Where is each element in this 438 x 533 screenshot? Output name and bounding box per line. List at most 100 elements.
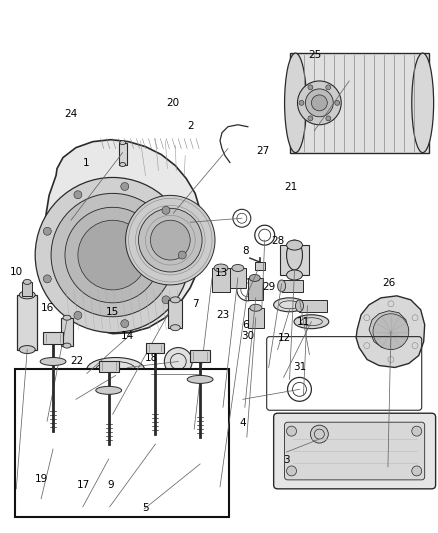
Circle shape <box>150 220 190 260</box>
Ellipse shape <box>40 358 66 366</box>
Text: 25: 25 <box>308 51 321 60</box>
Circle shape <box>78 220 148 290</box>
FancyBboxPatch shape <box>274 413 436 489</box>
Polygon shape <box>356 296 425 367</box>
Ellipse shape <box>87 358 145 382</box>
Circle shape <box>43 275 51 283</box>
Circle shape <box>43 227 51 235</box>
Circle shape <box>311 95 327 111</box>
Polygon shape <box>369 311 409 350</box>
Circle shape <box>305 89 333 117</box>
Circle shape <box>373 314 409 350</box>
Ellipse shape <box>120 141 126 144</box>
Ellipse shape <box>19 345 35 353</box>
Bar <box>17 295 37 350</box>
Circle shape <box>412 426 422 436</box>
Text: 26: 26 <box>382 278 396 288</box>
Ellipse shape <box>286 240 303 270</box>
Circle shape <box>65 207 160 303</box>
Ellipse shape <box>96 386 122 394</box>
Bar <box>61 318 73 345</box>
Ellipse shape <box>285 53 307 152</box>
Polygon shape <box>99 360 119 373</box>
Circle shape <box>121 182 129 190</box>
Polygon shape <box>190 350 210 361</box>
Circle shape <box>308 116 313 121</box>
Text: 16: 16 <box>40 303 54 313</box>
Ellipse shape <box>286 240 303 250</box>
Circle shape <box>121 320 129 328</box>
Circle shape <box>164 348 192 375</box>
Bar <box>300 300 327 312</box>
Ellipse shape <box>170 325 180 330</box>
Ellipse shape <box>274 298 305 312</box>
Circle shape <box>162 296 170 304</box>
Text: 21: 21 <box>284 182 297 192</box>
Circle shape <box>74 311 82 319</box>
FancyBboxPatch shape <box>285 422 425 480</box>
Ellipse shape <box>187 375 213 383</box>
Text: 24: 24 <box>64 109 78 119</box>
Circle shape <box>126 196 215 285</box>
Bar <box>168 300 182 328</box>
Ellipse shape <box>249 274 260 281</box>
Ellipse shape <box>63 343 71 348</box>
Ellipse shape <box>23 279 31 285</box>
Text: 9: 9 <box>107 480 113 490</box>
Circle shape <box>193 369 203 379</box>
Text: 3: 3 <box>283 455 290 465</box>
Text: 4: 4 <box>240 418 246 428</box>
Text: 1: 1 <box>83 158 89 168</box>
Text: 19: 19 <box>35 474 48 483</box>
Bar <box>22 282 32 296</box>
Bar <box>282 280 304 292</box>
Circle shape <box>51 193 174 317</box>
Circle shape <box>308 85 313 90</box>
Text: 23: 23 <box>217 310 230 320</box>
Text: 10: 10 <box>10 267 23 277</box>
Text: 18: 18 <box>145 353 158 362</box>
Text: 30: 30 <box>241 332 254 342</box>
Bar <box>279 245 309 275</box>
Polygon shape <box>45 140 203 334</box>
Ellipse shape <box>286 270 303 280</box>
Circle shape <box>74 191 82 199</box>
Text: 12: 12 <box>278 333 291 343</box>
Circle shape <box>286 426 297 436</box>
Bar <box>248 308 264 328</box>
Text: 2: 2 <box>187 121 194 131</box>
Text: 14: 14 <box>121 332 134 342</box>
Ellipse shape <box>412 53 434 152</box>
Text: 27: 27 <box>256 146 269 156</box>
Circle shape <box>297 81 341 125</box>
Text: 13: 13 <box>215 268 228 278</box>
Ellipse shape <box>294 315 329 329</box>
Circle shape <box>162 206 170 214</box>
Text: 5: 5 <box>142 503 148 513</box>
Ellipse shape <box>63 315 71 320</box>
Text: 6: 6 <box>242 320 248 330</box>
Text: 8: 8 <box>242 246 248 256</box>
Bar <box>230 268 246 288</box>
Circle shape <box>326 116 331 121</box>
Circle shape <box>286 466 297 476</box>
Circle shape <box>138 208 202 272</box>
Text: 31: 31 <box>293 362 306 372</box>
Polygon shape <box>43 332 63 344</box>
Ellipse shape <box>278 280 286 292</box>
Circle shape <box>178 251 186 259</box>
Text: 28: 28 <box>271 236 284 246</box>
Circle shape <box>412 466 422 476</box>
Bar <box>212 268 230 292</box>
Bar <box>15 369 229 516</box>
Polygon shape <box>146 343 164 352</box>
Bar <box>119 143 127 165</box>
Text: 22: 22 <box>70 356 83 366</box>
Ellipse shape <box>296 300 304 312</box>
Bar <box>248 278 263 300</box>
Text: 17: 17 <box>77 480 90 490</box>
Circle shape <box>35 177 190 333</box>
Text: 15: 15 <box>106 306 119 317</box>
Bar <box>290 53 429 152</box>
Ellipse shape <box>170 297 180 303</box>
